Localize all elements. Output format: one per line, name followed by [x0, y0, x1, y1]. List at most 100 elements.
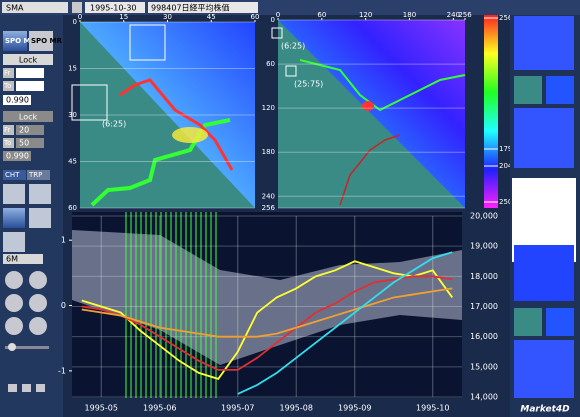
date-field[interactable]: [85, 2, 145, 13]
nav-button[interactable]: [29, 294, 47, 312]
nav-button[interactable]: [5, 271, 23, 289]
row-label: To: [3, 82, 11, 90]
tab-text: CHT: [5, 171, 20, 179]
y2-tick-label: -1: [58, 366, 66, 375]
coef-field[interactable]: [3, 95, 31, 105]
y-tick-label: 60: [68, 204, 77, 212]
annotation: (25:75): [294, 80, 323, 89]
tool-button[interactable]: [29, 208, 51, 228]
y2-tick-label: 1: [61, 236, 66, 245]
scale-label: 179: [499, 145, 512, 153]
lock-text: Lock: [19, 113, 38, 122]
preview-tile: [546, 308, 574, 336]
selection-box: [271, 27, 283, 39]
x-tick-label: 120: [359, 11, 372, 19]
row-field: [16, 138, 44, 148]
spo-ma-button[interactable]: [3, 31, 27, 51]
indicator-select[interactable]: [2, 2, 68, 13]
x-tick-label: 45: [207, 13, 216, 21]
y-tick-label: 15,000: [470, 362, 498, 371]
nav-button[interactable]: [29, 317, 47, 335]
tool-button[interactable]: [3, 184, 25, 204]
x-tick-label: 256: [458, 11, 472, 19]
row-label-box: [3, 138, 14, 148]
scale-label: 204: [499, 162, 513, 170]
selection-box: [129, 24, 166, 61]
row-value: 50: [19, 139, 29, 148]
scale-label: 250: [499, 198, 512, 206]
series-line: [81, 275, 453, 371]
scale-label: 256: [499, 14, 513, 22]
preview-tile: [514, 76, 542, 104]
calendar-icon[interactable]: [72, 2, 82, 13]
row-value: 1: [19, 69, 24, 78]
annotation: (6:25): [281, 42, 305, 51]
settings-icon[interactable]: [36, 384, 45, 392]
x-tick-label: 15: [119, 13, 128, 21]
y-tick-label: 120: [262, 104, 275, 112]
series-line: [237, 251, 453, 395]
y-tick-label: 20,000: [470, 212, 498, 221]
lock-text: Lock: [19, 56, 38, 65]
color-scale: [484, 15, 498, 208]
series-line: [81, 260, 453, 380]
row-label-box: [3, 81, 14, 91]
heatmap-blob: [362, 101, 374, 111]
y-tick-label: 256: [262, 204, 276, 212]
tool-button[interactable]: [3, 208, 25, 228]
row-field: [16, 68, 44, 78]
y-tick-label: 18,000: [470, 272, 498, 281]
coef-text: 0.990: [6, 96, 29, 105]
info-line: C 17,509.17: [515, 220, 564, 229]
series-line: [81, 287, 453, 338]
x-tick-label: 1995-05: [85, 404, 118, 413]
date-text: 1995-10-30: [90, 4, 137, 13]
selection-box: [285, 65, 297, 77]
preview-tile: [514, 108, 574, 168]
preview-tile: [514, 340, 574, 398]
nav-button[interactable]: [5, 317, 23, 335]
brand: Market4D: [520, 405, 570, 415]
info-line: O 17,379.93: [515, 181, 565, 190]
simulation-band: [72, 230, 462, 365]
x-tick-label: 1995-06: [143, 404, 176, 413]
x-tick-label: 60: [251, 13, 260, 21]
nav-button[interactable]: [5, 294, 23, 312]
y-tick-label: 240: [262, 192, 275, 200]
indicator-text: SMA: [6, 4, 24, 13]
info-line: V 1: [515, 233, 528, 242]
spo-mr-button[interactable]: [29, 31, 53, 51]
y-tick-label: 0: [271, 16, 275, 24]
info-line: H 17,515.64: [515, 194, 564, 203]
x-tick-label: 1995-08: [280, 404, 313, 413]
row-field: [16, 81, 44, 91]
tool-button[interactable]: [29, 184, 51, 204]
heatmap-contour: [119, 78, 234, 171]
lock-button[interactable]: [3, 111, 53, 122]
x-tick-label: 60: [317, 11, 326, 19]
y-tick-label: 19,000: [470, 242, 498, 251]
tool-button[interactable]: [3, 232, 25, 252]
y-tick-label: 60: [266, 60, 275, 68]
preview-tile: [546, 76, 574, 104]
symbol-field[interactable]: [148, 2, 258, 13]
period-select[interactable]: [3, 254, 43, 264]
nav-button[interactable]: [29, 271, 47, 289]
coef-text: 0.990: [6, 152, 29, 161]
heatmap-small-upper: [80, 22, 255, 208]
y-tick-label: 14,000: [470, 393, 498, 402]
slider[interactable]: [5, 346, 49, 349]
row-value: 20: [19, 126, 29, 135]
x-tick-label: 1995-09: [338, 404, 371, 413]
lock-button[interactable]: [3, 54, 53, 65]
slider-thumb[interactable]: [8, 343, 16, 351]
info-line: L 17,364.99: [515, 207, 563, 216]
row-label-box: [3, 125, 14, 135]
folder-icon[interactable]: [8, 384, 17, 392]
save-icon[interactable]: [22, 384, 31, 392]
tab[interactable]: [27, 170, 50, 180]
tab[interactable]: [3, 170, 26, 180]
annotation: (6:25): [102, 120, 126, 129]
y-tick-label: 16,000: [470, 332, 498, 341]
tab-text: TRP: [28, 171, 42, 179]
